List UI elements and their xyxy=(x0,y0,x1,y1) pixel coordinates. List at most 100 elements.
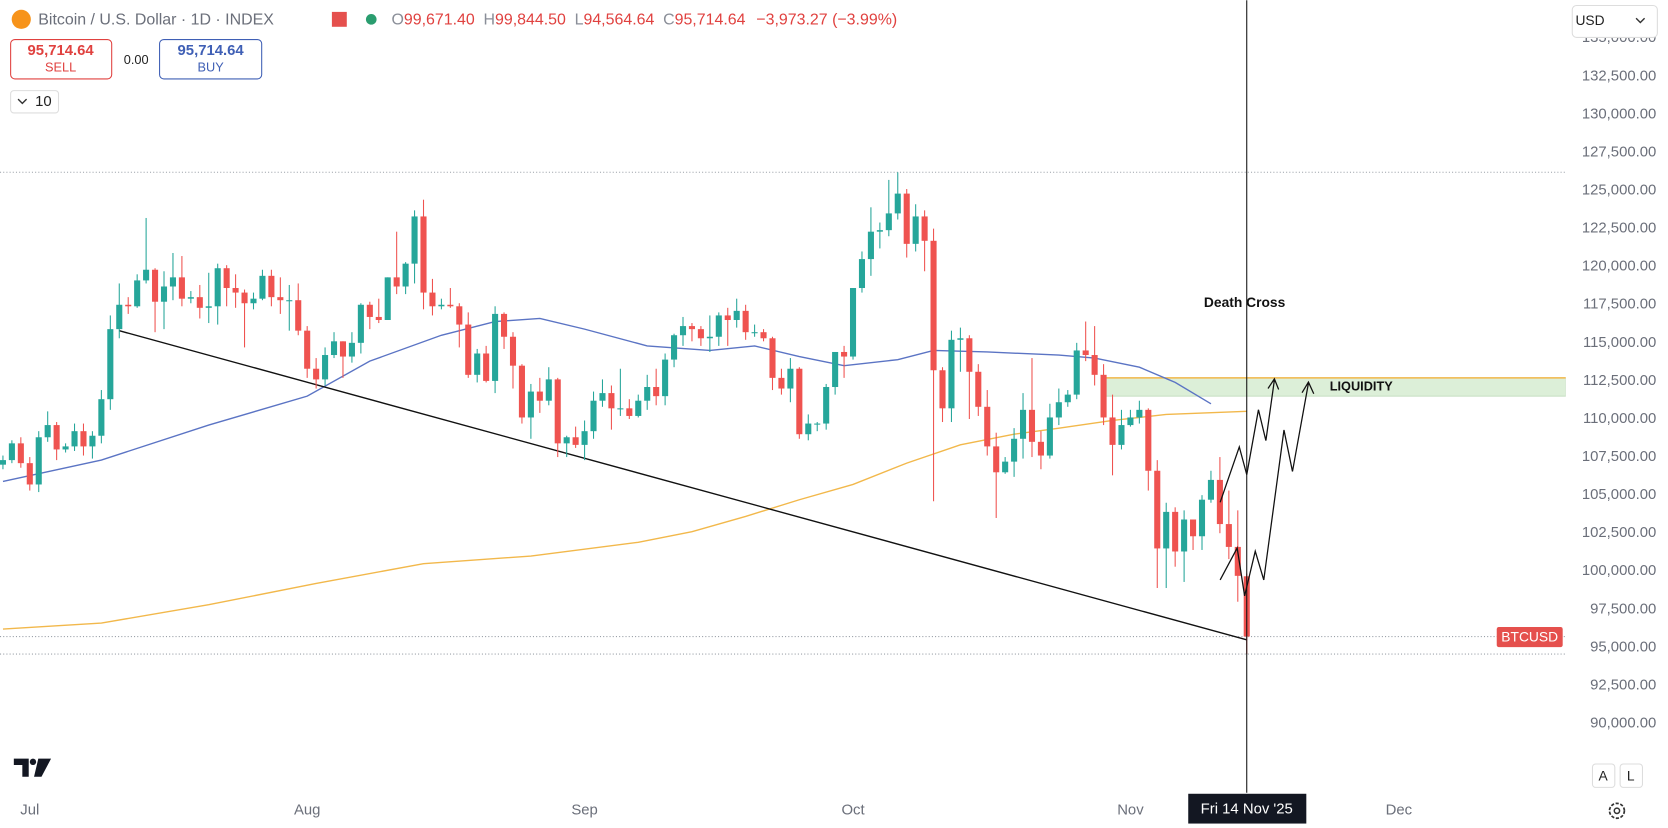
zone-label: LIQUIDITY xyxy=(1330,378,1394,393)
symbol-tag: BTCUSD xyxy=(1501,628,1558,644)
candle-body xyxy=(357,304,364,343)
candle-body xyxy=(823,387,830,424)
candle-body xyxy=(268,275,275,298)
ohlc-legend: O99,671.40 H99,844.50 L94,564.64 C95,714… xyxy=(391,12,897,29)
candle-body xyxy=(635,400,642,416)
candle-body xyxy=(44,425,51,438)
candle-body xyxy=(921,216,928,241)
log-button[interactable]: L xyxy=(1619,763,1644,788)
candle-body xyxy=(366,304,373,317)
projection-arrow xyxy=(1219,377,1280,503)
x-tick-label: Oct xyxy=(841,803,865,819)
candle-body xyxy=(429,292,436,307)
auto-button[interactable]: A xyxy=(1591,763,1616,788)
x-tick-label: Nov xyxy=(1117,803,1144,819)
candle-body xyxy=(447,304,454,307)
candle-body xyxy=(1002,461,1009,473)
axes: 90,000.00 92,500.00 95,000.00 97,500.00 100,… xyxy=(20,0,1668,828)
candle-body xyxy=(1172,511,1179,552)
y-tick-label: 90,000.00 xyxy=(1590,716,1656,732)
candle-body xyxy=(322,355,329,380)
y-tick-label: 105,000.00 xyxy=(1582,487,1656,503)
candle-body xyxy=(295,300,302,331)
y-tick-label: 117,500.00 xyxy=(1583,297,1656,313)
settings-button[interactable] xyxy=(1608,802,1626,820)
candle-body xyxy=(599,393,606,401)
moving-average xyxy=(2,410,1247,630)
x-tick-label: Sep xyxy=(571,803,597,819)
candle-body xyxy=(339,341,347,357)
currency-button[interactable]: USD xyxy=(1571,4,1658,38)
candle-body xyxy=(456,306,463,325)
legend-key: C xyxy=(663,12,675,29)
candle-body xyxy=(554,379,561,444)
candle-body xyxy=(160,286,168,302)
candle-body xyxy=(832,351,839,388)
candle-body xyxy=(483,353,490,381)
candle-body xyxy=(125,304,132,307)
annotation: Death Cross xyxy=(1204,294,1286,310)
candle-body xyxy=(626,408,633,416)
candle-body xyxy=(644,387,651,401)
candle-body xyxy=(384,277,391,320)
candle-body xyxy=(751,332,758,334)
candle-body xyxy=(509,336,517,366)
candle-body xyxy=(536,391,543,401)
candle-body xyxy=(35,437,42,485)
candle-body xyxy=(393,277,400,287)
auto-label: A xyxy=(1599,767,1609,783)
candle-body xyxy=(250,298,257,304)
buy-label: BUY xyxy=(198,60,225,75)
tv-logo xyxy=(13,758,52,777)
y-tick-label: 95,000.00 xyxy=(1590,639,1656,655)
y-tick-label: 97,500.00 xyxy=(1590,601,1656,617)
candle-body xyxy=(769,338,776,378)
candle-body xyxy=(841,351,848,357)
candle-body xyxy=(187,297,194,299)
candle-body xyxy=(1082,350,1089,356)
candle-body xyxy=(1163,511,1170,549)
candle-body xyxy=(653,387,660,397)
y-tick-label: 115,000.00 xyxy=(1583,335,1656,351)
candle-body xyxy=(1181,519,1188,552)
candle-body xyxy=(107,329,114,400)
logo-dot xyxy=(29,758,37,766)
candle-body xyxy=(903,193,910,244)
candle-body xyxy=(608,393,615,409)
candle-body xyxy=(1154,470,1161,549)
y-tick-label: 130,000.00 xyxy=(1582,106,1656,122)
plot-area: LIQUIDITY xyxy=(0,171,1566,655)
candle-body xyxy=(1145,409,1152,471)
y-tick-label: 100,000.00 xyxy=(1582,563,1656,579)
currency: USD xyxy=(1575,12,1604,28)
candle-body xyxy=(196,297,203,308)
quantity: 10 xyxy=(35,94,52,110)
candle-body xyxy=(1118,425,1125,445)
candle-body xyxy=(1190,519,1197,537)
candle-body xyxy=(375,316,382,320)
candle-body xyxy=(1207,479,1214,500)
y-tick-label: 127,500.00 xyxy=(1582,144,1656,160)
candle-body xyxy=(178,277,185,299)
gear-outer xyxy=(1608,802,1626,820)
symbol-tag-bg xyxy=(1496,626,1563,648)
candle-body xyxy=(0,460,6,465)
buy-box xyxy=(159,39,263,80)
candle-body xyxy=(617,408,624,410)
candle-body xyxy=(849,288,857,357)
legend-value: 94,564.64 xyxy=(583,12,654,29)
buy-button[interactable]: 95,714.64 BUY xyxy=(159,39,263,80)
sell-label: SELL xyxy=(45,60,76,75)
x-tick-label: Dec xyxy=(1386,803,1413,819)
sell-button[interactable]: 95,714.64 SELL xyxy=(10,39,113,80)
candle-body xyxy=(527,391,534,418)
candle-body xyxy=(590,400,597,432)
candle-body xyxy=(1198,499,1206,537)
candle-body xyxy=(1109,417,1116,445)
candle-body xyxy=(1064,394,1071,403)
quantity-button[interactable]: 10 xyxy=(10,90,60,114)
candle-body xyxy=(116,304,123,330)
y-tick-label: 132,500.00 xyxy=(1582,68,1656,84)
candle-body xyxy=(492,313,499,381)
legend-key: O xyxy=(391,12,403,29)
